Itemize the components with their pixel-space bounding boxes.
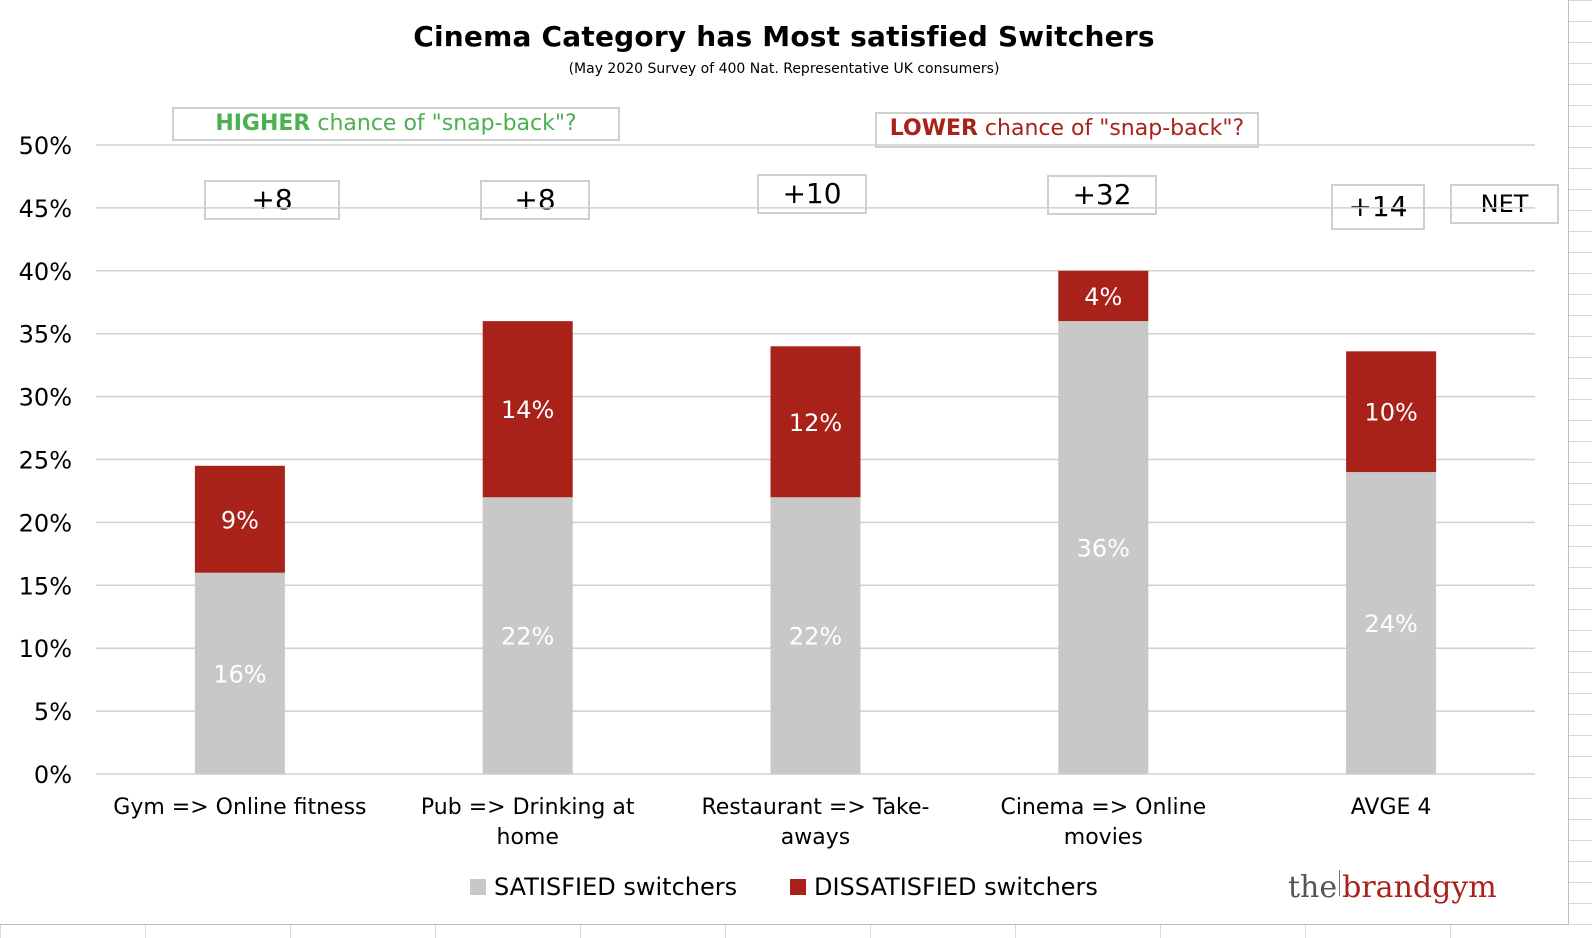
y-tick-label: 35% (19, 321, 72, 349)
y-tick-label: 0% (34, 761, 72, 789)
lower-label: LOWER (889, 116, 978, 141)
bar-plot: 0% 5% 10% 15% 20% 25% 30% 35% 40% 45% 50% 16% 9% Gym … (19, 132, 1535, 850)
bar-dissatisfied (482, 321, 573, 498)
bar-dissatisfied (1346, 351, 1437, 473)
bar-satisfied (770, 497, 861, 774)
bar-satisfied (1058, 321, 1149, 774)
lower-snapback-note: LOWER chance of "snap-back"? (875, 112, 1259, 148)
data-label: 16% (213, 660, 266, 688)
y-tick-label: 25% (19, 447, 72, 475)
x-category-label: aways (781, 825, 850, 850)
x-category-label: Restaurant => Take- (701, 795, 929, 820)
data-label: 24% (1364, 610, 1417, 638)
y-tick-label: 15% (19, 572, 72, 600)
lower-text: chance of "snap-back"? (977, 116, 1245, 141)
y-tick-label: 20% (19, 509, 72, 537)
data-label: 12% (789, 409, 842, 437)
data-label: 9% (221, 506, 259, 534)
logo-divider (1339, 870, 1341, 896)
legend-label-dissatisfied: DISSATISFIED switchers (814, 873, 1098, 901)
bar-satisfied (482, 497, 573, 774)
bar-satisfied (1346, 472, 1437, 774)
x-category-label: movies (1064, 825, 1143, 850)
higher-label: HIGHER (215, 111, 311, 136)
x-category-label: Cinema => Online (1000, 795, 1206, 820)
net-value-box: +8 (480, 180, 590, 220)
logo-brand: brandgym (1342, 870, 1497, 905)
net-value-box: +8 (204, 180, 340, 220)
x-category-label: AVGE 4 (1351, 795, 1432, 820)
chart-title: Cinema Category has Most satisfied Switc… (413, 20, 1155, 53)
legend-item-satisfied: SATISFIED switchers (470, 873, 737, 901)
data-label: 36% (1077, 535, 1130, 563)
data-label: 4% (1084, 283, 1122, 311)
y-tick-label: 30% (19, 384, 72, 412)
y-tick-label: 50% (19, 132, 72, 160)
y-tick-label: 5% (34, 698, 72, 726)
x-category-label: home (497, 825, 559, 850)
bar-dissatisfied (770, 346, 861, 498)
legend-swatch-dissatisfied (790, 879, 806, 895)
bar-satisfied (194, 572, 285, 774)
net-value-box: +14 (1331, 184, 1425, 230)
data-label: 22% (501, 623, 554, 651)
higher-snapback-note: HIGHER chance of "snap-back"? (172, 107, 620, 141)
brandgym-logo: the brandgym (1288, 870, 1497, 905)
y-tick-label: 10% (19, 635, 72, 663)
higher-text: chance of "snap-back"? (310, 111, 577, 136)
legend-item-dissatisfied: DISSATISFIED switchers (790, 873, 1098, 901)
data-label: 14% (501, 396, 554, 424)
y-tick-label: 45% (19, 195, 72, 223)
data-label: 10% (1364, 399, 1417, 427)
chart-subtitle: (May 2020 Survey of 400 Nat. Representat… (568, 61, 1000, 77)
x-category-label: Pub => Drinking at (421, 795, 635, 820)
bar-dissatisfied (194, 465, 285, 573)
chart-area: Cinema Category has Most satisfied Switc… (0, 0, 1569, 925)
y-tick-label: 40% (19, 258, 72, 286)
legend-label-satisfied: SATISFIED switchers (494, 873, 738, 901)
bar-dissatisfied (1058, 270, 1149, 322)
x-category-label: Gym => Online fitness (113, 795, 366, 820)
data-label: 22% (789, 623, 842, 651)
legend-swatch-satisfied (470, 879, 486, 895)
logo-the: the (1288, 870, 1338, 905)
net-label: NET (1450, 184, 1559, 224)
